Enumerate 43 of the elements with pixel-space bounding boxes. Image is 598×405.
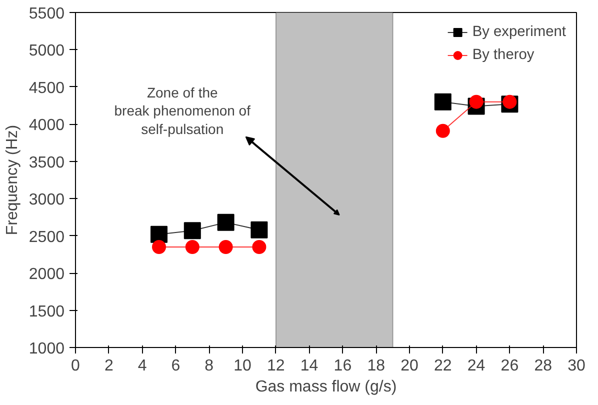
point (185, 240, 200, 254)
y-tick-label: 5500 (28, 6, 65, 22)
x-tick-label: 12 (267, 358, 285, 374)
x-tick-label: 2 (104, 358, 114, 374)
x-tick-label: 8 (204, 358, 214, 374)
y-tick-label: 2500 (28, 228, 65, 246)
x-tick-label: 0 (71, 358, 80, 374)
x-tick-label: 22 (434, 358, 452, 374)
y-tick-label: 2000 (28, 266, 65, 284)
x-tick-label: 16 (334, 358, 352, 374)
point (152, 240, 166, 254)
point (436, 124, 450, 138)
point (218, 240, 233, 254)
x-tick-label: 6 (171, 358, 180, 374)
point (252, 240, 266, 254)
y-tick-label: 1500 (28, 303, 65, 320)
y-tick-label: 1000 (28, 340, 65, 358)
point (184, 222, 201, 240)
y-tick-label: 3500 (28, 154, 65, 172)
legend-label: By experiment (472, 24, 566, 40)
x-axis-title: Gas mass flow (g/s) (255, 378, 397, 396)
y-tick-label: 4500 (28, 80, 65, 97)
point (150, 226, 168, 243)
point (217, 214, 234, 231)
x-tick-label: 20 (400, 358, 418, 374)
y-tick-label: 3000 (28, 192, 65, 209)
x-tick-label: 26 (500, 358, 519, 374)
x-tick-label: 30 (568, 358, 586, 374)
x-tick-label: 24 (467, 358, 486, 374)
point (434, 93, 452, 110)
point (502, 94, 517, 109)
x-tick-label: 14 (300, 358, 318, 374)
x-tick-label: 28 (534, 358, 552, 374)
x-tick-label: 18 (367, 358, 386, 374)
y-axis-title: Frequency (Hz) (4, 124, 21, 236)
legend-label: By theroy (472, 47, 534, 63)
annotation: Zone of the break phenomenon of self-pulsation (114, 84, 251, 137)
y-tick-label: 4000 (28, 117, 65, 134)
x-tick-label: 4 (138, 358, 147, 374)
y-tick-label: 5000 (28, 42, 65, 60)
x-tick-label: 10 (234, 358, 252, 374)
point (469, 94, 484, 109)
point (250, 221, 268, 238)
